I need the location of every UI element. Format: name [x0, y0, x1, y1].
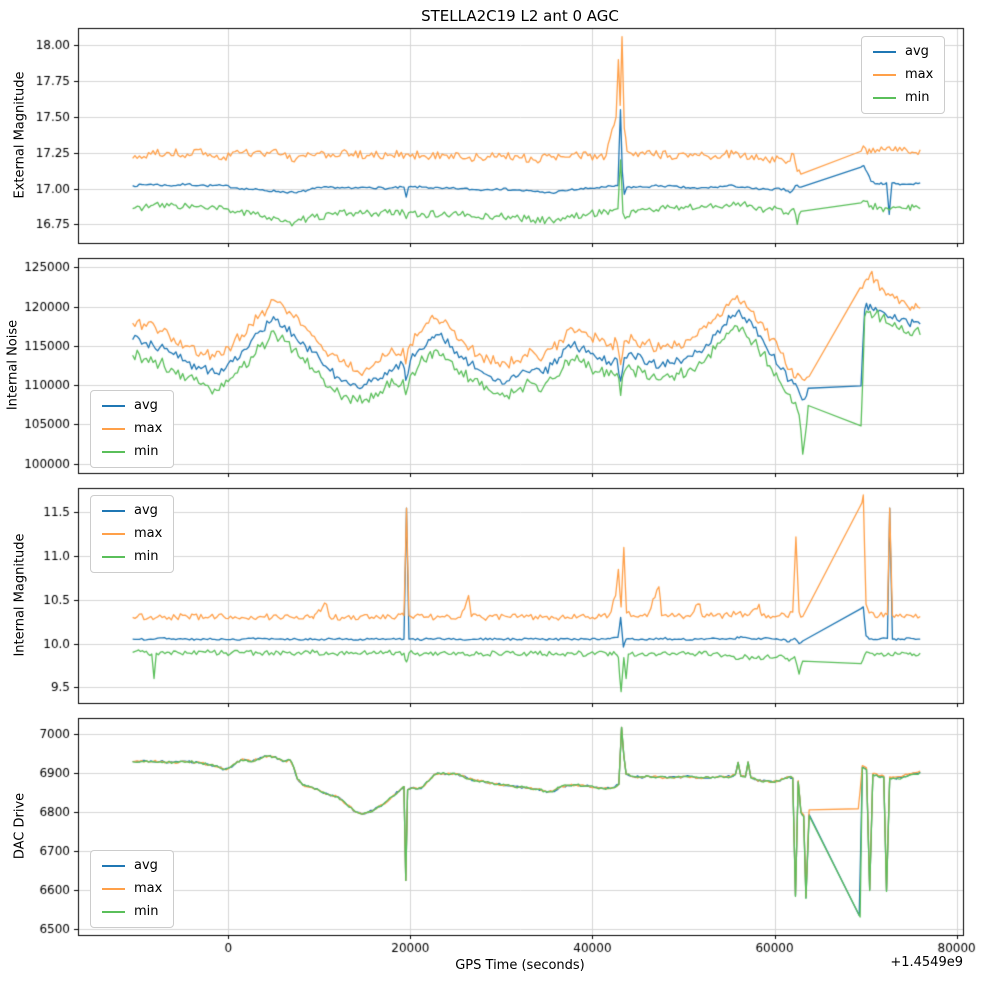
- legend-label-min: min: [134, 444, 159, 459]
- min-line-swatch: [102, 555, 125, 559]
- legend: avg max min: [90, 850, 175, 928]
- min-line-swatch: [873, 96, 896, 100]
- max-line-swatch: [102, 427, 125, 431]
- legend-entry-max: max: [102, 421, 162, 437]
- legend-label-max: max: [134, 421, 163, 436]
- max-line-swatch: [102, 887, 125, 891]
- avg-line-swatch: [102, 864, 125, 868]
- legend: avg max min: [90, 495, 175, 573]
- legend-label-avg: avg: [134, 858, 158, 873]
- legend-label-avg: avg: [905, 44, 929, 59]
- legend-label-avg: avg: [134, 398, 158, 413]
- xlabel: GPS Time (seconds): [455, 958, 585, 973]
- ylabel-internal-noise: Internal Noise: [5, 319, 21, 411]
- legend-label-min: min: [134, 549, 159, 564]
- avg-line-swatch: [102, 404, 125, 408]
- ylabel-internal-magnitude: Internal Magnitude: [12, 533, 28, 657]
- max-line-swatch: [102, 532, 125, 536]
- avg-line-swatch: [873, 50, 896, 54]
- legend-label-avg: avg: [134, 503, 158, 518]
- legend-entry-max: max: [102, 881, 162, 897]
- ylabel-dac-drive: DAC Drive: [12, 792, 28, 860]
- legend-entry-min: min: [102, 904, 162, 920]
- legend-label-max: max: [134, 881, 163, 896]
- legend-entry-min: min: [873, 90, 933, 106]
- legend-label-max: max: [134, 526, 163, 541]
- min-line-swatch: [102, 910, 125, 914]
- legend-label-min: min: [905, 90, 930, 105]
- legend-entry-avg: avg: [873, 44, 933, 60]
- max-line-swatch: [873, 73, 896, 77]
- legend-label-max: max: [905, 67, 934, 82]
- ylabel-external-magnitude: External Magnitude: [12, 71, 28, 199]
- legend-entry-avg: avg: [102, 398, 162, 414]
- legend-entry-avg: avg: [102, 858, 162, 874]
- x-axis-offset-label: +1.4549e9: [890, 955, 963, 970]
- legend: avg max min: [90, 390, 175, 468]
- legend-entry-avg: avg: [102, 503, 162, 519]
- legend-entry-min: min: [102, 549, 162, 565]
- legend-entry-min: min: [102, 444, 162, 460]
- min-line-swatch: [102, 450, 125, 454]
- figure-title: STELLA2C19 L2 ant 0 AGC: [421, 7, 619, 25]
- avg-line-swatch: [102, 509, 125, 513]
- legend: avg max min: [861, 36, 946, 114]
- legend-entry-max: max: [873, 67, 933, 83]
- legend-label-min: min: [134, 904, 159, 919]
- legend-entry-max: max: [102, 526, 162, 542]
